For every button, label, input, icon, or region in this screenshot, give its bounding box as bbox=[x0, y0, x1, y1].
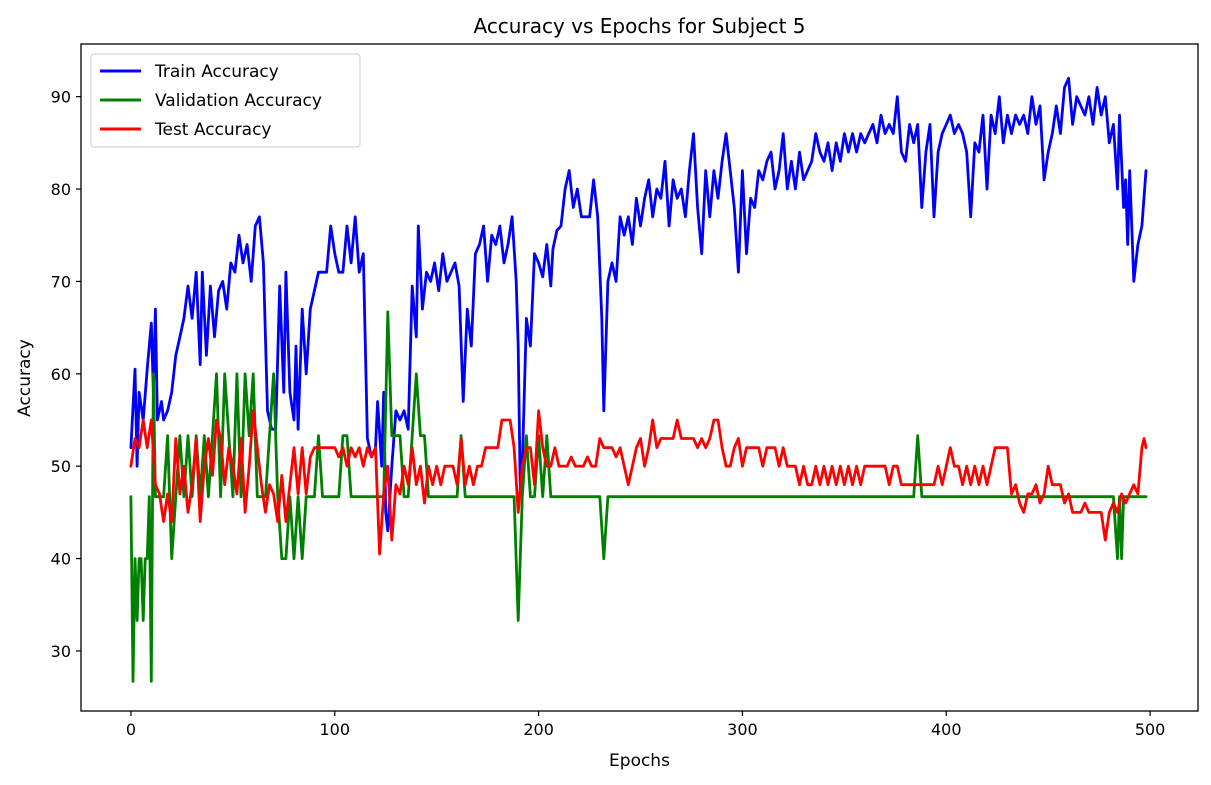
legend-box bbox=[90, 53, 361, 148]
x-tick-label: 500 bbox=[1135, 720, 1166, 739]
x-tick-label: 100 bbox=[319, 720, 350, 739]
plot-frame bbox=[80, 43, 1199, 712]
legend: Train Accuracy Validation Accuracy Test Ac… bbox=[90, 53, 361, 148]
series-layer bbox=[129, 76, 1148, 683]
y-tick-label: 40 bbox=[51, 550, 71, 569]
test-accuracy-line bbox=[129, 409, 1148, 556]
y-tick-label: 80 bbox=[51, 180, 71, 199]
legend-label-test-accuracy: Test Accuracy bbox=[154, 120, 272, 140]
train-accuracy-line bbox=[129, 76, 1148, 533]
x-tick-label: 0 bbox=[126, 720, 136, 739]
x-tick-label: 400 bbox=[931, 720, 962, 739]
x-tick-label: 200 bbox=[523, 720, 554, 739]
chart-title: Accuracy vs Epochs for Subject 5 bbox=[473, 14, 805, 38]
validation-accuracy-line bbox=[129, 310, 1148, 683]
legend-label-validation-accuracy: Validation Accuracy bbox=[155, 91, 322, 111]
y-tick-label: 50 bbox=[51, 457, 71, 476]
y-tick-label: 90 bbox=[51, 88, 71, 107]
axis-layer: 0 100 200 300 400 500 30 40 50 60 70 80 90 bbox=[51, 88, 1166, 739]
y-tick-label: 70 bbox=[51, 272, 71, 291]
y-tick-label: 60 bbox=[51, 365, 71, 384]
x-tick-label: 300 bbox=[727, 720, 758, 739]
x-axis-label: Epochs bbox=[609, 751, 670, 771]
legend-label-train-accuracy: Train Accuracy bbox=[154, 62, 279, 82]
y-tick-label: 30 bbox=[51, 642, 71, 661]
y-axis-label: Accuracy bbox=[15, 339, 35, 417]
